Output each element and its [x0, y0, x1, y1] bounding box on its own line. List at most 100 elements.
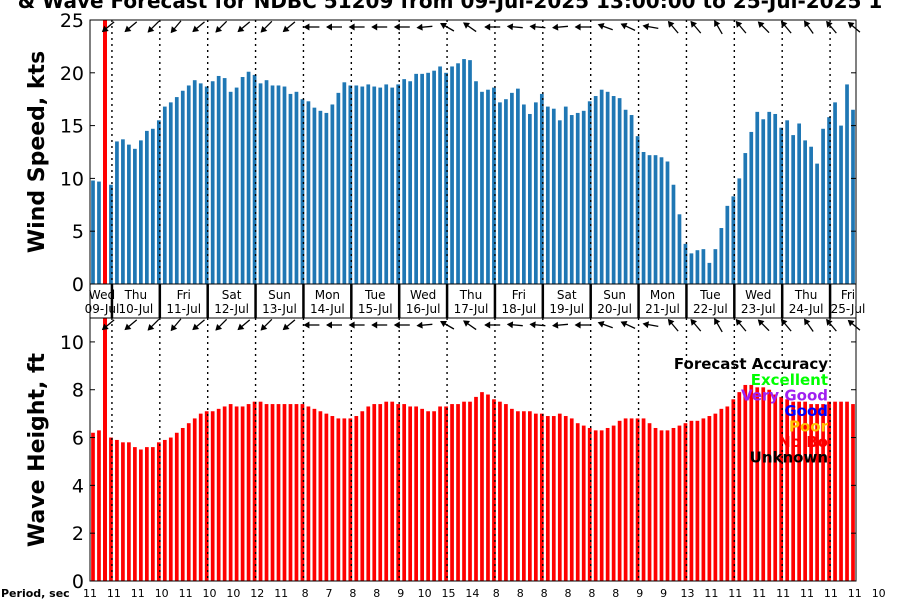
wind-arrow-icon	[260, 20, 273, 33]
wind-speed-bar	[833, 102, 837, 285]
wave-height-bar	[492, 399, 496, 581]
period-value: 8	[373, 587, 380, 600]
day-name-label: Thu	[124, 288, 148, 302]
legend-title: Forecast Accuracy	[674, 355, 828, 373]
wind-speed-bar	[851, 109, 855, 284]
wind-speed-bar	[318, 110, 323, 284]
wave-height-bar	[773, 394, 778, 581]
period-label: Period, sec	[1, 587, 70, 600]
wave-height-bar	[581, 425, 586, 581]
day-name-label: Wed	[89, 288, 115, 302]
wind-speed-bar	[300, 99, 305, 284]
wave-height-bar	[294, 404, 299, 581]
wind-speed-bar	[354, 85, 359, 284]
wave-height-bar	[605, 427, 610, 581]
wind-arrow-icon	[463, 320, 477, 331]
wind-arrow-icon	[552, 23, 569, 31]
wave-height-panel: 0 2 4 6 8 10 Wave Height, ft Forecast Accurac…	[25, 317, 861, 593]
wind-arrow-icon	[826, 20, 837, 34]
wind-speed-bar	[683, 243, 688, 284]
wind-speed-bar	[115, 141, 119, 284]
wave-height-bar	[330, 416, 335, 581]
wave-height-bar	[438, 406, 442, 581]
wind-arrow-icon	[215, 318, 228, 331]
wind-arrow-icon	[348, 321, 365, 329]
wind-speed-bar	[456, 63, 460, 284]
wave-height-bar	[587, 427, 592, 581]
wave-height-bar	[342, 418, 347, 581]
wind-speed-bar	[665, 161, 670, 284]
wind-arrow-icon	[215, 20, 228, 33]
y-tick-label: 20	[60, 63, 84, 85]
day-date-label: 09-Jul	[85, 302, 120, 316]
wind-arrow-icon	[440, 22, 455, 32]
wave-height-bar	[318, 411, 323, 581]
wind-arrow-icon	[303, 321, 320, 329]
wave-height-bar	[797, 401, 801, 581]
period-value: 11	[274, 587, 288, 600]
wave-height-bar	[827, 401, 831, 581]
wind-speed-bar	[133, 148, 137, 284]
wind-arrow-icon	[147, 318, 160, 331]
wind-speed-bar	[809, 146, 813, 284]
wave-height-bar	[671, 427, 676, 581]
wind-speed-bar	[581, 110, 586, 284]
wind-speed-bar	[510, 92, 514, 284]
wave-height-bar	[557, 413, 562, 581]
wind-speed-bar	[522, 104, 526, 284]
wave-height-bar	[156, 442, 161, 581]
wave-height-bar	[498, 401, 502, 581]
wave-height-bar	[234, 406, 239, 581]
wind-arrow-icon	[440, 320, 455, 330]
wave-direction-arrows	[101, 318, 861, 333]
day-name-label: Mon	[315, 288, 340, 302]
wind-arrow-icon	[620, 320, 636, 329]
wave-height-bar	[701, 418, 706, 581]
wave-height-bar	[127, 442, 131, 581]
wave-height-bar	[354, 416, 359, 581]
wave-height-bar	[731, 399, 736, 581]
period-value: 11	[131, 587, 145, 600]
period-value: 8	[612, 587, 619, 600]
day-date-label: 12-Jul	[214, 302, 249, 316]
wave-height-bar	[300, 404, 305, 581]
day-name-label: Tue	[364, 288, 386, 302]
wind-speed-bar	[252, 74, 257, 284]
wind-speed-bar	[539, 93, 544, 284]
wave-height-bar	[258, 401, 263, 581]
day-name-label: Fri	[512, 288, 526, 302]
period-value: 11	[800, 587, 814, 600]
wind-speed-bar	[342, 82, 347, 284]
wave-height-bar	[821, 404, 825, 581]
wave-height-bar	[653, 427, 658, 581]
wave-height-bar	[815, 404, 819, 581]
y-tick-label: 25	[60, 10, 84, 32]
wind-speed-bar	[474, 81, 478, 284]
wind-arrow-icon	[620, 22, 636, 31]
wave-height-bar	[348, 418, 353, 581]
wave-height-bar	[510, 408, 514, 581]
wind-speed-bar	[737, 178, 742, 284]
wave-height-bar	[486, 394, 490, 581]
wind-speed-bar	[180, 90, 185, 284]
wave-height-bar	[761, 387, 766, 581]
y-tick-label: 8	[72, 380, 84, 402]
wind-speed-bar	[785, 120, 790, 284]
wave-height-bar	[168, 437, 173, 581]
wave-height-bar	[629, 418, 634, 581]
period-value: 8	[349, 587, 356, 600]
wave-height-bar	[198, 413, 203, 581]
wind-speed-bar	[426, 72, 430, 284]
wave-height-bar	[133, 447, 137, 581]
wind-speed-bar	[204, 86, 209, 284]
wind-arrow-icon	[192, 21, 205, 33]
wind-arrow-icon	[780, 20, 792, 34]
wind-speed-bar	[767, 111, 772, 285]
period-value: 8	[493, 587, 500, 600]
wind-speed-bar	[707, 262, 712, 284]
wave-height-bar	[270, 404, 275, 581]
wind-speed-bar	[324, 112, 329, 285]
day-date-label: 22-Jul	[693, 302, 728, 316]
period-value: 8	[565, 587, 572, 600]
